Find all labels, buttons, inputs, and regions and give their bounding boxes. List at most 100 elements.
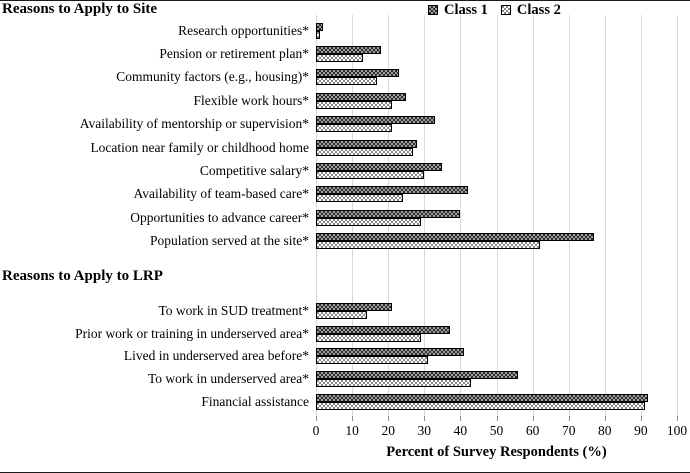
bar-class-1: [316, 22, 324, 31]
x-axis-tickmark: [532, 416, 534, 421]
bar-class-1: [316, 46, 381, 55]
bar-pair: [316, 370, 677, 387]
category-label: Financial assistance: [201, 393, 309, 409]
category-row: Flexible work hours*: [0, 89, 690, 112]
bar-class-2: [316, 147, 414, 156]
x-axis-tick-label: 0: [312, 423, 320, 438]
section-title-lrp: Reasons to Apply to LRP: [2, 267, 163, 284]
bar-pair: [316, 348, 677, 365]
legend-label-class1: Class 1: [444, 2, 488, 18]
bar-class-1: [316, 139, 418, 148]
x-axis-tick-layer: 0 10 20 30 40 50 60 70 80 90 100: [313, 416, 687, 472]
category-label: To work in SUD treatment*: [158, 303, 309, 319]
category-row: Location near family or childhood home: [0, 136, 690, 159]
category-label: Opportunities to advance career*: [130, 209, 309, 225]
category-label: Prior work or training in underserved ar…: [75, 325, 309, 341]
bar-class-2: [316, 401, 645, 410]
bar-class-2: [316, 124, 392, 133]
category-row: Prior work or training in underserved ar…: [0, 323, 690, 346]
bar-class-2: [316, 311, 367, 320]
bar-pair: [316, 393, 677, 410]
x-axis-tickmark: [352, 416, 354, 421]
bar-class-2: [316, 54, 363, 63]
x-axis-tick-label: 100: [666, 423, 688, 438]
x-axis-tick-label: 30: [417, 423, 432, 438]
category-label: Availability of mentorship or supervisio…: [79, 116, 309, 132]
bar-class-1: [316, 209, 461, 218]
bar-class-2: [316, 333, 421, 342]
bar-pair: [316, 186, 677, 203]
x-axis-tick-label: 10: [345, 423, 359, 438]
section-rows-lrp: To work in SUD treatment* Prior work or t…: [0, 300, 690, 413]
bar-class-1: [316, 163, 443, 172]
category-label: Location near family or childhood home: [90, 139, 309, 155]
bar-class-2: [316, 241, 540, 250]
category-row: To work in SUD treatment*: [0, 300, 690, 323]
gridline: [460, 15, 462, 416]
category-label: Research opportunities*: [178, 22, 309, 38]
category-label: Community factors (e.g., housing)*: [116, 69, 309, 85]
class2-pattern-swatch-icon: [500, 5, 511, 15]
x-axis-tick-label: 90: [634, 423, 648, 438]
bar-class-1: [316, 303, 392, 312]
category-label: Lived in underserved area before*: [123, 348, 309, 364]
gridline: [640, 15, 642, 416]
category-label: Competitive salary*: [199, 163, 309, 179]
x-axis-title: Percent of Survey Respondents (%): [386, 444, 607, 460]
category-row: Availability of mentorship or supervisio…: [0, 113, 690, 136]
chart-rows: Reasons to Apply to Site Research opport…: [0, 1, 690, 413]
bar-class-1: [316, 116, 436, 125]
bar-class-2: [316, 30, 320, 39]
bar-class-1: [316, 370, 519, 379]
x-axis-tickmark: [460, 416, 462, 421]
bar-pair: [316, 163, 677, 180]
x-axis-tickmark: [424, 416, 426, 421]
category-label: Flexible work hours*: [193, 92, 310, 108]
bar-pair: [316, 303, 677, 320]
x-axis-tickmark: [640, 416, 642, 421]
bar-pair: [316, 325, 677, 342]
x-axis-tickmark: [388, 416, 390, 421]
bar-class-2: [316, 194, 403, 203]
section-title-site: Reasons to Apply to Site: [2, 1, 158, 17]
x-axis-tickmark: [316, 416, 317, 421]
category-row: Lived in underserved area before*: [0, 345, 690, 368]
bar-class-2: [316, 77, 378, 86]
bar-pair: [316, 46, 677, 63]
category-row: Pension or retirement plan*: [0, 42, 690, 65]
x-axis-tick-label: 20: [381, 423, 395, 438]
section-rows-site: Research opportunities* Pension or retire…: [0, 19, 690, 253]
legend-item-class2: Class 2: [500, 2, 561, 18]
gridline: [604, 15, 606, 416]
x-axis-tickmark: [496, 416, 498, 421]
bar-class-2: [316, 217, 421, 226]
x-axis-tick-label: 40: [453, 423, 468, 438]
category-label: Availability of team-based care*: [133, 186, 309, 202]
category-row: Research opportunities*: [0, 19, 690, 42]
bar-class-2: [316, 378, 472, 387]
class1-pattern-swatch-icon: [428, 5, 438, 15]
bar-pair: [316, 139, 677, 156]
category-row: To work in underserved area*: [0, 368, 690, 391]
bar-class-2: [316, 171, 425, 180]
bar-class-1: [316, 393, 649, 402]
legend-label-class2: Class 2: [516, 2, 561, 18]
legend-item-class1: Class 1: [428, 3, 488, 17]
bar-class-1: [316, 186, 468, 195]
category-row: Opportunities to advance career*: [0, 206, 690, 229]
bar-class-1: [316, 325, 450, 334]
bar-pair: [316, 116, 677, 133]
bar-pair: [316, 22, 677, 39]
category-label: Pension or retirement plan*: [159, 46, 309, 62]
bar-class-2: [316, 100, 392, 109]
category-row: Competitive salary*: [0, 159, 690, 182]
bar-class-1: [316, 233, 594, 242]
category-row: Financial assistance: [0, 390, 690, 413]
x-axis-tick-label: 70: [561, 423, 576, 438]
gridline: [677, 15, 678, 416]
bar-class-1: [316, 92, 407, 101]
category-row: Availability of team-based care*: [0, 183, 690, 206]
bar-pair: [316, 233, 677, 250]
category-label: Population served at the site*: [150, 233, 309, 249]
